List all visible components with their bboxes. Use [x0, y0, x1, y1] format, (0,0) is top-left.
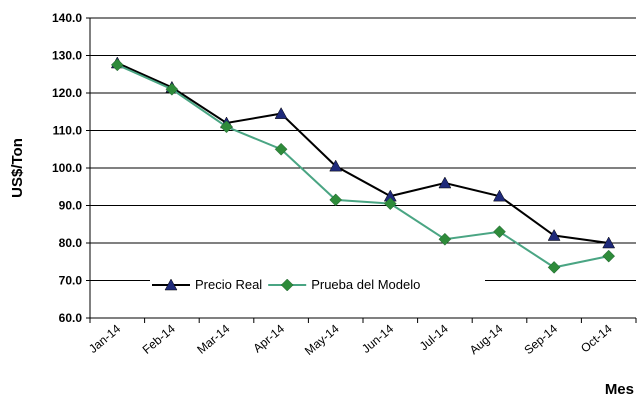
marker: [274, 107, 288, 119]
marker: [438, 232, 452, 246]
x-tick-label: May-14: [302, 321, 342, 358]
marker: [602, 236, 616, 249]
marker: [438, 176, 452, 189]
legend-box: [150, 275, 485, 295]
x-tick-label: Aug-14: [467, 321, 506, 357]
y-tick-label: 80.0: [59, 236, 83, 250]
marker: [110, 58, 124, 72]
marker: [547, 261, 561, 274]
marker: [274, 142, 288, 156]
marker: [220, 120, 233, 134]
marker: [164, 278, 178, 291]
marker: [329, 159, 343, 172]
marker: [165, 82, 179, 96]
y-tick-label: 70.0: [59, 274, 83, 288]
x-tick-label: Jun-14: [359, 321, 396, 356]
y-axis-title: US$/Ton: [9, 138, 26, 198]
y-tick-label: 90.0: [59, 199, 83, 213]
x-tick-label: Jan-14: [86, 321, 123, 356]
x-tick-label: Apr-14: [250, 321, 287, 355]
y-tick-label: 130.0: [52, 49, 82, 63]
series-line: [116, 62, 609, 244]
marker: [329, 193, 343, 207]
marker: [602, 249, 616, 263]
x-tick-label: Jul-14: [417, 321, 451, 353]
marker: [280, 278, 294, 292]
y-tick-label: 120.0: [52, 86, 82, 100]
y-tick-label: 140.0: [52, 11, 82, 25]
y-tick-label: 100.0: [52, 161, 82, 175]
marker: [493, 225, 506, 239]
x-tick-label: Oct-14: [578, 321, 615, 355]
legend-label: Prueba del Modelo: [311, 277, 420, 292]
series-line: [116, 63, 609, 269]
y-tick-label: 110.0: [53, 124, 83, 138]
marker: [383, 197, 397, 210]
x-tick-label: Feb-14: [140, 321, 178, 356]
x-tick-label: Sep-14: [521, 321, 560, 357]
legend-label: Precio Real: [195, 277, 262, 292]
x-axis-title: Mes: [605, 381, 634, 398]
marker: [547, 228, 561, 241]
y-tick-label: 60.0: [59, 311, 83, 325]
marker: [493, 189, 506, 202]
x-tick-label: Mar-14: [194, 321, 232, 356]
legend: Precio Real Prueba del Modelo: [150, 275, 485, 295]
